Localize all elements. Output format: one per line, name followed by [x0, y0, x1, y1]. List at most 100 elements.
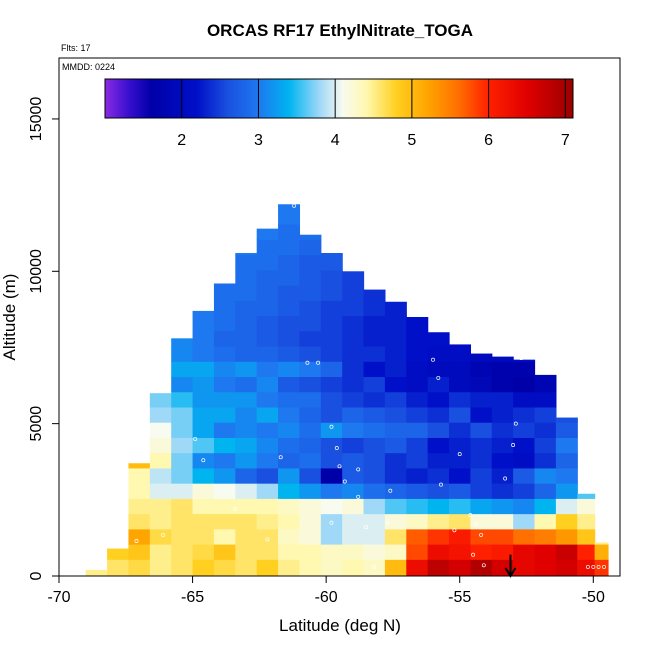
heatmap-cell	[406, 376, 429, 393]
heatmap-cell	[470, 406, 493, 423]
heatmap-cell	[320, 452, 343, 469]
heatmap-cell	[470, 452, 493, 469]
heatmap-cell	[256, 361, 279, 378]
heatmap-cell	[235, 300, 258, 317]
sample-point	[452, 528, 457, 533]
heatmap-cell	[491, 422, 514, 438]
sample-point	[316, 360, 321, 365]
sample-point	[161, 353, 166, 358]
heatmap-cell	[256, 391, 279, 408]
sample-point	[334, 446, 339, 450]
heatmap-cell	[192, 406, 215, 423]
sample-point	[436, 375, 441, 380]
heatmap-cell	[213, 345, 236, 362]
heatmap-cell	[256, 239, 279, 256]
heatmap-cell	[278, 330, 301, 347]
heatmap-cell	[278, 254, 301, 271]
heatmap-cell	[149, 528, 172, 545]
sample-point	[233, 507, 238, 511]
heatmap-cell	[534, 376, 557, 393]
heatmap-cell	[171, 345, 194, 362]
heatmap-cell	[513, 437, 536, 454]
heatmap-cell	[213, 452, 236, 469]
heatmap-cell	[192, 315, 215, 332]
heatmap-cell	[278, 437, 301, 454]
heatmap-cell	[384, 301, 407, 317]
heatmap-cell	[427, 498, 450, 515]
heatmap-cell	[363, 452, 386, 469]
heatmap-cell	[449, 498, 471, 515]
heatmap-cell	[278, 391, 301, 408]
heatmap-cell	[256, 345, 279, 362]
heatmap-cell	[192, 361, 215, 378]
heatmap-cell	[320, 361, 343, 378]
heatmap-cell	[192, 544, 215, 560]
heatmap-cell	[427, 406, 450, 423]
heatmap-cell	[594, 542, 609, 545]
heatmap-cell	[320, 498, 343, 515]
heatmap-cell	[555, 452, 578, 469]
heatmap-cell	[342, 528, 365, 545]
heatmap-cell	[213, 437, 236, 454]
heatmap-cell	[534, 406, 557, 423]
heatmap-cell	[256, 269, 279, 286]
heatmap-cell	[491, 452, 514, 469]
heatmap-cell	[534, 498, 557, 515]
heatmap-cell	[149, 393, 172, 408]
heatmap-cell	[470, 391, 493, 408]
heatmap-cell	[320, 285, 343, 301]
heatmap-cell	[449, 345, 471, 362]
heatmap-cell	[534, 422, 557, 438]
heatmap-cell	[235, 315, 258, 332]
heatmap-cell	[256, 254, 279, 271]
heatmap-cell	[171, 391, 194, 408]
heatmap-cell	[534, 467, 557, 484]
heatmap-cell	[363, 289, 386, 301]
heatmap-cell	[128, 544, 151, 560]
heatmap-cell	[235, 559, 258, 576]
heatmap-cell	[278, 452, 301, 469]
heatmap-cell	[192, 483, 215, 499]
heatmap-cell	[342, 361, 365, 378]
x-axis: -70 -65 -60 -55 -50	[47, 575, 605, 606]
heatmap-cell	[320, 315, 343, 332]
heatmap-cell	[363, 361, 386, 378]
heatmap-cell	[128, 463, 151, 469]
x-tick-label: -50	[582, 589, 605, 606]
x-tick-label: -70	[47, 589, 70, 606]
heatmap-cell	[299, 513, 322, 530]
heatmap-cell	[299, 528, 322, 545]
heatmap-cell	[363, 483, 386, 499]
heatmap-cell	[342, 422, 365, 438]
heatmap-cell	[192, 498, 215, 515]
heatmap-cell	[320, 254, 343, 271]
heatmap-cell	[427, 559, 450, 576]
heatmap-cell	[342, 330, 365, 347]
heatmap-cell	[342, 559, 365, 576]
heatmap-cell	[342, 345, 365, 362]
heatmap-cell	[406, 406, 429, 423]
sample-point	[356, 494, 361, 499]
heatmap-cell	[594, 544, 609, 560]
heatmap-cell	[128, 483, 151, 499]
heatmap-cell	[534, 559, 557, 576]
sample-point	[602, 564, 606, 569]
heatmap-cell	[171, 422, 194, 438]
sample-point	[537, 354, 542, 359]
heatmap-cell	[299, 254, 322, 271]
heatmap-cell	[278, 224, 301, 240]
heatmap-cell	[384, 467, 407, 484]
heatmap-cell	[213, 283, 236, 286]
heatmap-cell	[449, 391, 471, 408]
heatmap-cell	[278, 544, 301, 560]
heatmap-cell	[171, 361, 194, 378]
heatmap-cell	[278, 239, 301, 256]
heatmap-cell	[384, 406, 407, 423]
heatmap-cell	[278, 406, 301, 423]
heatmap-cell	[384, 452, 407, 469]
heatmap-cell	[213, 285, 236, 301]
heatmap-cell	[470, 544, 493, 560]
heatmap-cell	[278, 361, 301, 378]
heatmap-cell	[342, 285, 365, 301]
heatmap-cell	[577, 513, 596, 530]
